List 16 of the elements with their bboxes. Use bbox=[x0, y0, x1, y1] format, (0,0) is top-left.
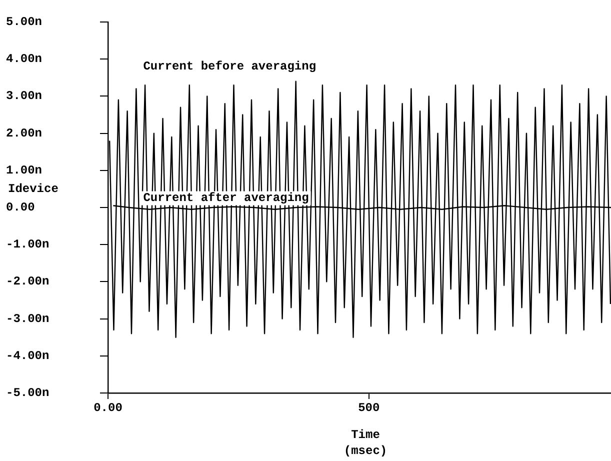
x-axis-title: Time (msec) bbox=[344, 428, 388, 458]
y-axis-title: Idevice bbox=[8, 182, 58, 196]
series-label: Current before averaging bbox=[143, 60, 316, 74]
y-tick-label: -2.00n bbox=[6, 274, 50, 289]
y-tick-label: 2.00n bbox=[6, 126, 42, 140]
y-tick-label: 0.00 bbox=[6, 200, 35, 215]
y-tick-label: 5.00n bbox=[6, 15, 42, 30]
y-tick-label: -1.00n bbox=[6, 238, 50, 252]
y-tick-label: 4.00n bbox=[6, 52, 42, 66]
series-label: Current after averaging bbox=[143, 191, 309, 206]
y-tick-label: 1.00n bbox=[6, 163, 42, 178]
y-tick-label: -5.00n bbox=[6, 386, 50, 400]
y-tick-label: -4.00n bbox=[6, 348, 50, 363]
x-tick-label: 500 bbox=[358, 401, 380, 416]
y-tick-label: -3.00n bbox=[6, 312, 50, 326]
y-tick-label: 3.00n bbox=[6, 89, 42, 104]
